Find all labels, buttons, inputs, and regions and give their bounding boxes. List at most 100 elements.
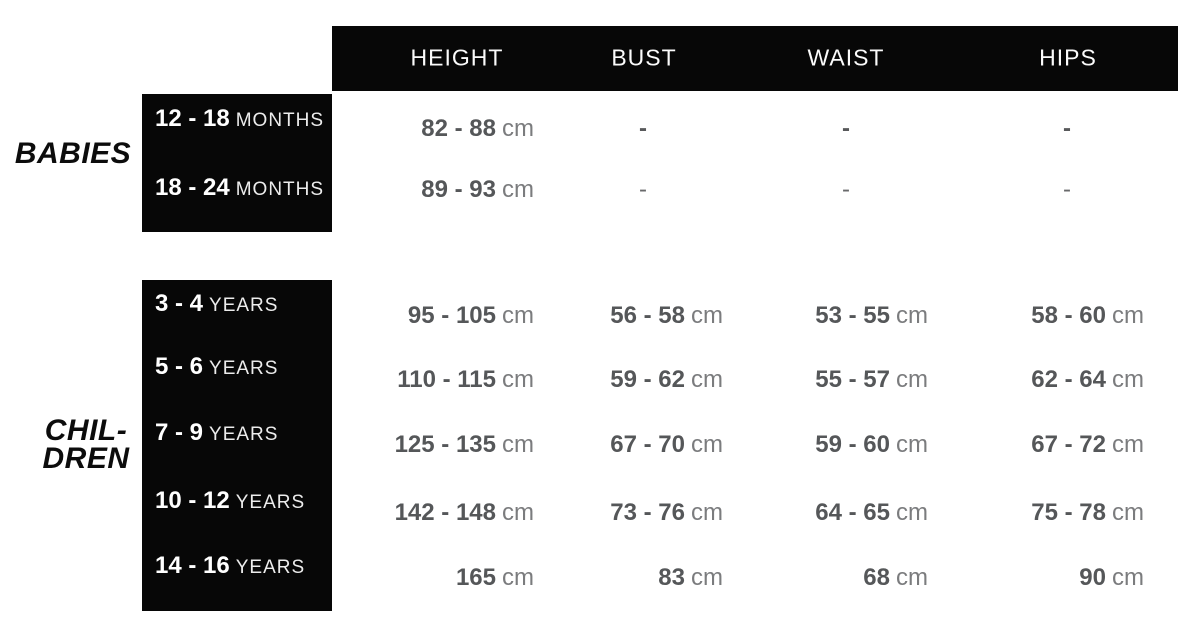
- age-unit: MONTHS: [235, 179, 325, 200]
- age-unit: YEARS: [209, 295, 279, 316]
- children-row-5-age: 14 - 16 YEARS: [155, 552, 305, 580]
- value-unit: cm: [1112, 431, 1144, 458]
- children-row-5-waist: 68 cm: [863, 564, 928, 592]
- value-unit: cm: [502, 302, 534, 329]
- value-unit: cm: [502, 115, 534, 142]
- children-row-3-hips: 67 - 72 cm: [1031, 431, 1144, 459]
- column-header-height: HEIGHT: [410, 44, 504, 71]
- children-row-4-hips: 75 - 78 cm: [1031, 499, 1144, 527]
- age-unit: YEARS: [209, 424, 279, 445]
- value-number: 89 - 93: [421, 176, 496, 203]
- children-row-5-hips: 90 cm: [1079, 564, 1144, 592]
- age-range: 7 - 9: [155, 419, 204, 446]
- value-number: 53 - 55: [815, 302, 890, 329]
- children-row-3-age: 7 - 9 YEARS: [155, 419, 278, 447]
- value-unit: cm: [502, 366, 534, 393]
- age-range: 3 - 4: [155, 290, 204, 317]
- value-unit: cm: [502, 176, 534, 203]
- children-row-1-age: 3 - 4 YEARS: [155, 290, 278, 318]
- value-number: 58 - 60: [1031, 302, 1106, 329]
- babies-age-box: [142, 94, 332, 232]
- age-range: 18 - 24: [155, 174, 230, 201]
- children-row-3-waist: 59 - 60 cm: [815, 431, 928, 459]
- value-unit: cm: [896, 564, 928, 591]
- age-unit: YEARS: [209, 358, 279, 379]
- value-unit: cm: [502, 564, 534, 591]
- age-range: 5 - 6: [155, 353, 204, 380]
- value-unit: cm: [691, 564, 723, 591]
- value-unit: cm: [896, 431, 928, 458]
- value-number: 55 - 57: [815, 366, 890, 393]
- value-unit: cm: [1112, 564, 1144, 591]
- children-group-label-line1: CHIL-: [44, 414, 128, 447]
- value-number: 90: [1079, 564, 1106, 591]
- value-unit: cm: [691, 431, 723, 458]
- babies-row-1-age: 12 - 18 MONTHS: [155, 105, 324, 133]
- value-number: 125 - 135: [394, 431, 496, 458]
- age-range: 14 - 16: [155, 552, 230, 579]
- table-header-bar: [332, 26, 1178, 91]
- value-number: 59 - 62: [610, 366, 685, 393]
- babies-row-2-hips: -: [1063, 176, 1071, 203]
- children-row-1-hips: 58 - 60 cm: [1031, 302, 1144, 330]
- value-number: 83: [658, 564, 685, 591]
- children-group-label: CHIL- DREN: [42, 414, 130, 475]
- babies-row-2-bust: -: [639, 176, 647, 203]
- value-unit: cm: [1112, 499, 1144, 526]
- value-number: 142 - 148: [394, 499, 496, 526]
- age-unit: YEARS: [235, 557, 306, 578]
- children-row-1-height: 95 - 105 cm: [408, 302, 534, 330]
- babies-group-label: BABIES: [14, 137, 132, 170]
- column-header-hips: HIPS: [1039, 44, 1097, 71]
- babies-row-2-waist: -: [842, 176, 850, 203]
- children-row-4-bust: 73 - 76 cm: [610, 499, 723, 527]
- children-row-5-height: 165 cm: [456, 564, 534, 592]
- babies-row-2-age: 18 - 24 MONTHS: [155, 174, 324, 202]
- value-number: 56 - 58: [610, 302, 685, 329]
- babies-row-2-height: 89 - 93 cm: [421, 176, 534, 204]
- babies-row-1-hips: -: [1063, 115, 1071, 142]
- babies-row-1-height: 82 - 88 cm: [421, 115, 534, 143]
- value-number: 59 - 60: [815, 431, 890, 458]
- children-row-4-height: 142 - 148 cm: [395, 499, 534, 527]
- value-unit: cm: [896, 366, 928, 393]
- value-unit: cm: [691, 302, 723, 329]
- value-unit: cm: [502, 499, 534, 526]
- value-unit: cm: [691, 366, 723, 393]
- value-number: 62 - 64: [1031, 366, 1106, 393]
- babies-row-1-bust: -: [639, 115, 647, 142]
- children-row-2-height: 110 - 115 cm: [397, 366, 534, 394]
- children-row-3-bust: 67 - 70 cm: [610, 431, 723, 459]
- babies-row-1-waist: -: [842, 115, 850, 142]
- value-number: 73 - 76: [610, 499, 685, 526]
- value-number: 75 - 78: [1031, 499, 1106, 526]
- children-row-4-age: 10 - 12 YEARS: [155, 487, 305, 515]
- value-number: 95 - 105: [407, 302, 496, 329]
- children-row-2-bust: 59 - 62 cm: [610, 366, 723, 394]
- age-range: 10 - 12: [155, 487, 230, 514]
- children-age-box: [142, 280, 332, 611]
- value-unit: cm: [1112, 366, 1144, 393]
- column-header-waist: WAIST: [807, 44, 885, 71]
- children-row-1-bust: 56 - 58 cm: [610, 302, 723, 330]
- value-number: 165: [455, 564, 496, 591]
- children-row-2-hips: 62 - 64 cm: [1031, 366, 1144, 394]
- value-number: 67 - 70: [610, 431, 685, 458]
- value-number: 64 - 65: [815, 499, 890, 526]
- value-number: 67 - 72: [1031, 431, 1106, 458]
- value-unit: cm: [1112, 302, 1144, 329]
- value-number: 110 - 115: [397, 366, 496, 393]
- children-row-3-height: 125 - 135 cm: [395, 431, 534, 459]
- age-unit: YEARS: [235, 492, 306, 513]
- children-group-label-line2: DREN: [42, 442, 130, 475]
- age-range: 12 - 18: [155, 105, 230, 132]
- children-row-2-waist: 55 - 57 cm: [815, 366, 928, 394]
- value-unit: cm: [896, 499, 928, 526]
- children-row-1-waist: 53 - 55 cm: [815, 302, 928, 330]
- value-unit: cm: [896, 302, 928, 329]
- value-number: 82 - 88: [421, 115, 496, 142]
- children-row-5-bust: 83 cm: [658, 564, 723, 592]
- column-header-bust: BUST: [611, 44, 677, 71]
- age-unit: MONTHS: [235, 110, 325, 131]
